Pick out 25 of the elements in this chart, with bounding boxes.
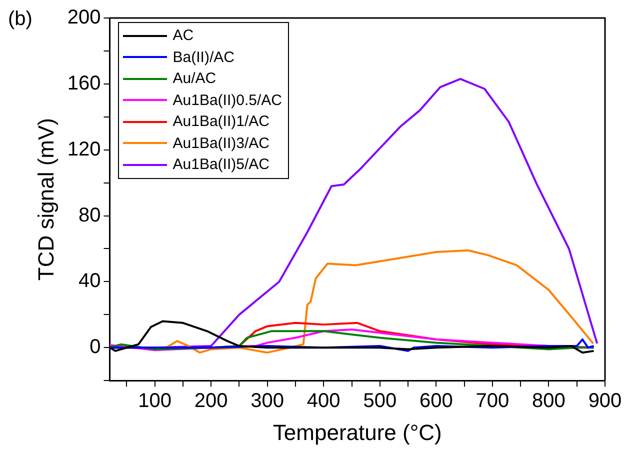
x-tick-label: 500 — [363, 390, 397, 412]
x-axis-title: Temperature (°C) — [272, 420, 442, 445]
x-tick-label: 200 — [194, 390, 228, 412]
x-tick-label: 700 — [476, 390, 510, 412]
y-tick-label: 200 — [67, 6, 101, 29]
x-tick-label: 800 — [532, 390, 566, 412]
x-tick-label: 400 — [306, 390, 340, 412]
legend-label: Ba(II)/AC — [172, 48, 234, 68]
legend-label: Au1Ba(II)3/AC — [172, 134, 270, 154]
x-tick-label: 100 — [138, 390, 172, 412]
y-tick-label: 80 — [78, 204, 101, 226]
x-tick-label: 600 — [419, 390, 453, 412]
legend-label: Au/AC — [172, 69, 216, 89]
chart-title: (b) — [8, 8, 32, 31]
legend-label: Au1Ba(II)0.5/AC — [172, 90, 282, 110]
legend-label: Au1Ba(II)5/AC — [172, 155, 270, 175]
y-tick-label: 120 — [67, 138, 101, 160]
y-tick-label: 160 — [67, 72, 101, 94]
y-tick-label: 40 — [78, 270, 101, 292]
y-axis-title: TCD signal (mV) — [33, 118, 58, 281]
x-tick-label: 900 — [588, 390, 622, 412]
y-tick-label: 0 — [90, 336, 101, 358]
legend-label: Au1Ba(II)1/AC — [172, 112, 270, 132]
legend-label: AC — [172, 26, 194, 46]
x-tick-label: 300 — [250, 390, 284, 412]
